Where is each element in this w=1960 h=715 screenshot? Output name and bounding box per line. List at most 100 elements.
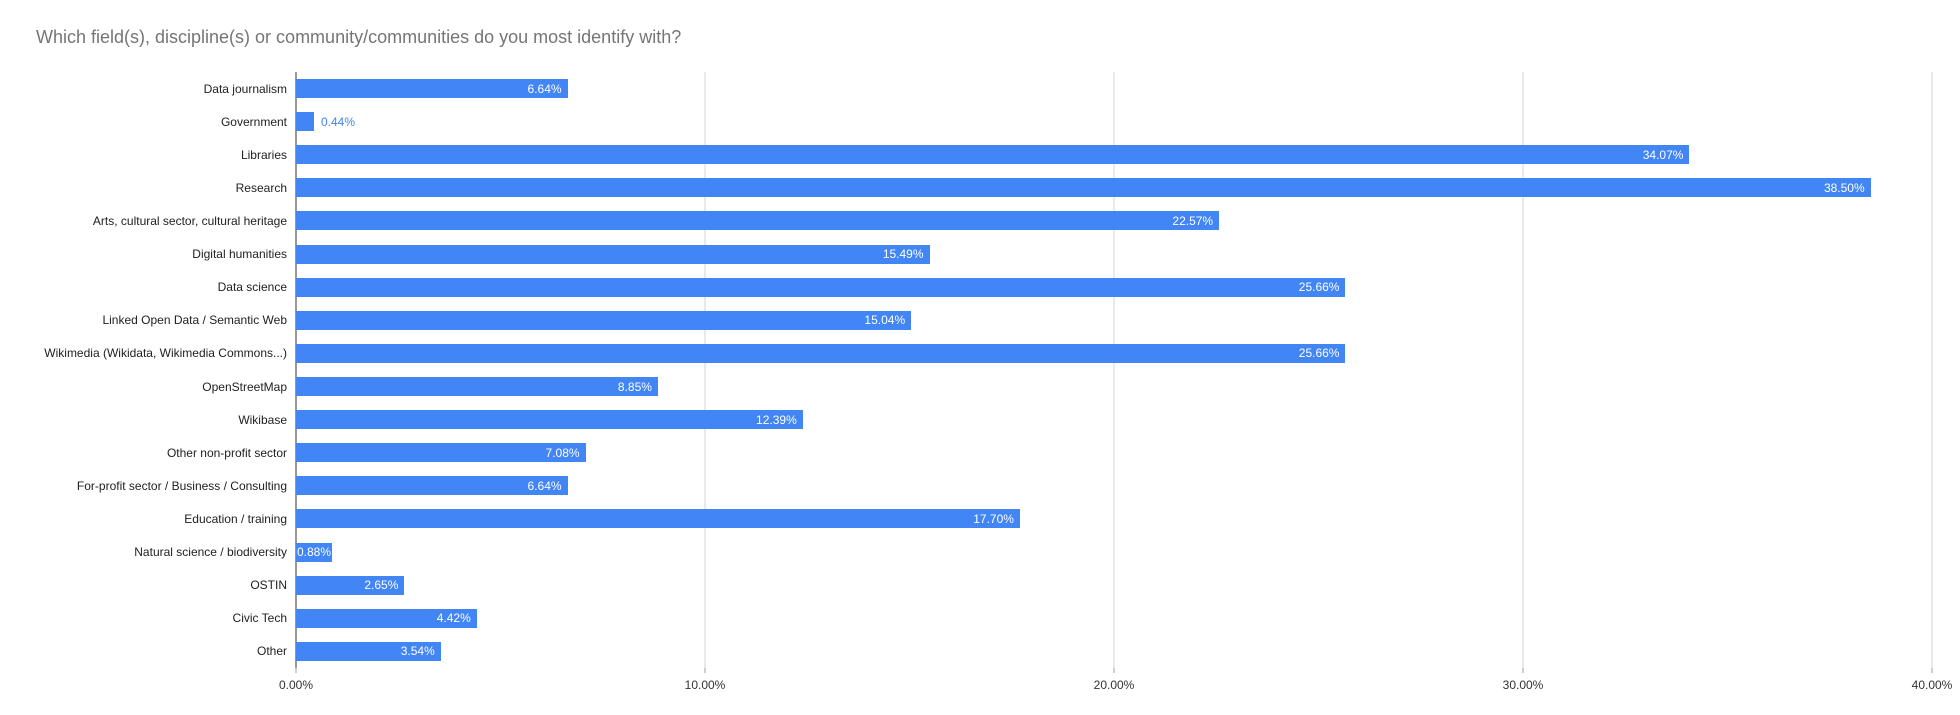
category-label: Education / training xyxy=(184,511,287,526)
x-axis-labels: 0.00% 10.00% 20.00% 30.00% 40.00% xyxy=(279,672,1952,696)
gridline xyxy=(704,72,706,668)
bar[interactable]: 6.64% xyxy=(296,476,568,496)
value-label: 22.57% xyxy=(1172,213,1214,228)
category-label: Other xyxy=(256,644,287,659)
chart-row: Libraries 34.07% xyxy=(0,138,1960,171)
bar[interactable]: 8.85% xyxy=(296,377,658,397)
bar[interactable]: 15.49% xyxy=(296,244,930,264)
chart-row: Wikibase 12.39% xyxy=(0,403,1960,436)
value-label: 25.66% xyxy=(1298,280,1340,295)
gridline xyxy=(1931,72,1933,668)
category-label: Other non-profit sector xyxy=(166,445,287,460)
category-label: Digital humanities xyxy=(192,247,287,262)
bar-track: 15.49% xyxy=(296,244,1932,264)
bar-track: 0.88% xyxy=(296,542,1932,562)
chart-row: Natural science / biodiversity 0.88% xyxy=(0,536,1960,569)
chart-row: Data journalism 6.64% xyxy=(0,72,1960,105)
category-label: Libraries xyxy=(240,147,287,162)
bar[interactable]: 15.04% xyxy=(296,310,912,330)
category-label: OSTIN xyxy=(250,578,287,593)
chart-row: Civic Tech 4.42% xyxy=(0,602,1960,635)
x-tick-label: 20.00% xyxy=(1093,678,1135,692)
bar-track: 25.66% xyxy=(296,277,1932,297)
bar-track: 15.04% xyxy=(296,310,1932,330)
bar[interactable]: 17.70% xyxy=(296,509,1020,529)
value-label: 8.85% xyxy=(617,379,652,394)
bar[interactable]: 0.88% xyxy=(296,542,332,562)
axis-tick xyxy=(1113,668,1115,673)
bar-track: 8.85% xyxy=(296,377,1932,397)
bar-track: 6.64% xyxy=(296,476,1932,496)
bar-track: 17.70% xyxy=(296,509,1932,529)
chart-title: Which field(s), discipline(s) or communi… xyxy=(36,27,682,47)
value-label: 0.88% xyxy=(297,545,332,560)
value-label: 7.08% xyxy=(545,445,580,460)
bar[interactable]: 12.39% xyxy=(296,410,803,430)
value-label: 6.64% xyxy=(527,81,562,96)
category-label: For-profit sector / Business / Consultin… xyxy=(76,478,287,493)
bar[interactable]: 6.64% xyxy=(296,79,568,99)
bar-track: 2.65% xyxy=(296,575,1932,595)
bar[interactable]: 22.57% xyxy=(296,211,1220,231)
category-label: Wikibase xyxy=(238,412,287,427)
bar[interactable]: 38.50% xyxy=(296,178,1871,198)
value-label: 4.42% xyxy=(436,611,471,626)
value-label: 3.54% xyxy=(400,644,435,659)
bar-track: 7.08% xyxy=(296,443,1932,463)
value-label: 0.44% xyxy=(320,114,356,129)
value-label: 2.65% xyxy=(364,578,399,593)
value-label: 34.07% xyxy=(1642,147,1684,162)
bar[interactable]: 3.54% xyxy=(296,641,441,661)
axis-tick xyxy=(1931,668,1933,673)
bar-track: 0.44% xyxy=(296,112,1932,132)
bar[interactable]: 7.08% xyxy=(296,443,586,463)
category-label: Linked Open Data / Semantic Web xyxy=(102,313,287,328)
bar-track: 6.64% xyxy=(296,79,1932,99)
gridline xyxy=(1113,72,1115,668)
bar-track: 3.54% xyxy=(296,641,1932,661)
bar-track: 12.39% xyxy=(296,410,1932,430)
bar[interactable]: 25.66% xyxy=(296,343,1346,363)
chart-row: Other non-profit sector 7.08% xyxy=(0,436,1960,469)
value-label: 12.39% xyxy=(756,412,797,427)
bar[interactable]: 2.65% xyxy=(296,575,405,595)
x-tick-label: 30.00% xyxy=(1502,678,1544,692)
category-label: Data journalism xyxy=(203,81,287,96)
bar-track: 25.66% xyxy=(296,343,1932,363)
value-label: 17.70% xyxy=(973,511,1014,526)
value-label: 6.64% xyxy=(527,478,562,493)
x-tick-label: 0.00% xyxy=(278,678,314,692)
category-label: Civic Tech xyxy=(232,611,287,626)
axis-tick xyxy=(704,668,706,673)
bar[interactable]: 34.07% xyxy=(296,145,1690,165)
chart-row: Digital humanities 15.49% xyxy=(0,238,1960,271)
bar[interactable]: 25.66% xyxy=(296,277,1346,297)
y-axis-line xyxy=(295,72,297,668)
category-label: Data science xyxy=(217,280,287,295)
chart-row: Other 3.54% xyxy=(0,635,1960,668)
value-label: 15.49% xyxy=(882,247,924,262)
chart-row: Government 0.44% xyxy=(0,105,1960,138)
value-label: 38.50% xyxy=(1823,180,1865,195)
category-label: Natural science / biodiversity xyxy=(134,545,287,560)
axis-tick xyxy=(1522,668,1524,673)
chart-row: OSTIN 2.65% xyxy=(0,569,1960,602)
axis-tick xyxy=(295,668,297,673)
grid-layer xyxy=(295,72,1933,673)
bar-track: 34.07% xyxy=(296,145,1932,165)
chart-row: Wikimedia (Wikidata, Wikimedia Commons..… xyxy=(0,337,1960,370)
gridline xyxy=(1522,72,1524,668)
chart-row: Data science 25.66% xyxy=(0,271,1960,304)
chart-row: Research 38.50% xyxy=(0,171,1960,204)
value-label: 25.66% xyxy=(1298,346,1340,361)
chart-row: Arts, cultural sector, cultural heritage… xyxy=(0,204,1960,237)
bar-track: 22.57% xyxy=(296,211,1932,231)
bar[interactable]: 4.42% xyxy=(296,608,477,628)
bar[interactable]: 0.44% xyxy=(296,112,355,132)
value-label: 15.04% xyxy=(864,313,906,328)
category-label: Wikimedia (Wikidata, Wikimedia Commons..… xyxy=(44,346,287,361)
category-label: Arts, cultural sector, cultural heritage xyxy=(92,213,287,228)
chart-row: For-profit sector / Business / Consultin… xyxy=(0,469,1960,502)
x-tick-label: 10.00% xyxy=(684,678,726,692)
